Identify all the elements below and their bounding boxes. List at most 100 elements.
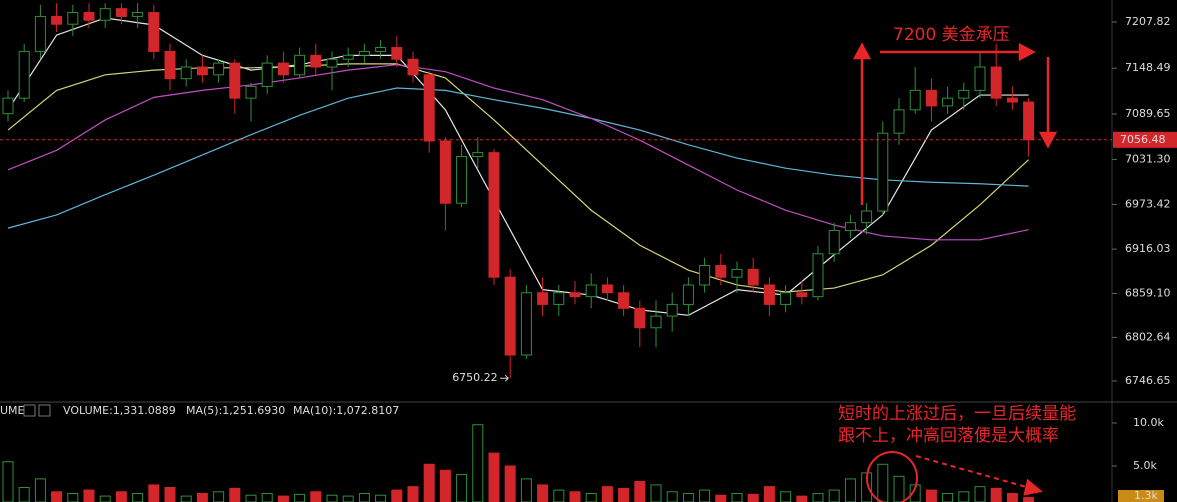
- candle-body: [67, 12, 79, 25]
- candle-body: [164, 50, 176, 80]
- candle-body: [391, 47, 403, 60]
- candle-body: [310, 54, 322, 68]
- candle-body: [780, 292, 792, 305]
- volume-bar: [407, 486, 419, 502]
- volume-bar: [520, 478, 532, 502]
- candle-body: [569, 292, 581, 298]
- candle-body: [715, 264, 727, 278]
- candle-body: [828, 229, 840, 255]
- volume-bar: [51, 491, 63, 502]
- candle-body: [861, 210, 873, 224]
- candle-body: [51, 15, 63, 25]
- low-label: 6750.22: [452, 371, 498, 384]
- candle-body: [553, 292, 565, 305]
- candle-body: [115, 8, 127, 17]
- volume-bar: [925, 489, 937, 502]
- volume-bar: [115, 491, 127, 502]
- candle-body: [261, 62, 273, 87]
- volume-bar: [877, 463, 889, 502]
- annotation-line: 跟不上，冲高回落便是大概率: [838, 426, 1059, 446]
- annotation-line: 短时的上涨过后，一旦后续量能: [838, 404, 1076, 424]
- volume-bar: [439, 469, 451, 502]
- volume-bar: [1023, 497, 1035, 502]
- volume-bar: [132, 493, 144, 502]
- candle-body: [731, 268, 743, 278]
- volume-bar: [277, 495, 289, 502]
- volume-bar: [585, 493, 597, 502]
- candle-body: [407, 58, 419, 76]
- y-tick-label: 5.0k: [1133, 459, 1157, 472]
- volume-bar: [375, 494, 387, 502]
- candle-body: [1006, 97, 1018, 103]
- candle-body: [504, 276, 516, 356]
- volume-bar: [391, 489, 403, 502]
- volume-bar: [650, 484, 662, 502]
- volume-bar: [2, 461, 14, 502]
- current-price-box: [1113, 131, 1177, 148]
- volume-bar: [747, 493, 759, 502]
- annotation-top: 7200 美金承压: [893, 25, 1010, 45]
- volume-bar: [83, 489, 95, 502]
- volume-bar: [326, 494, 338, 502]
- ma-line: [7, 63, 1030, 293]
- icon[interactable]: [23, 404, 36, 417]
- candle-body: [358, 50, 370, 56]
- annotation-arrows: [852, 42, 1058, 502]
- y-tick-label: 7148.49: [1125, 61, 1171, 74]
- volume-bar: [342, 495, 354, 502]
- volume-bar: [504, 465, 516, 502]
- volume-bar: [666, 491, 678, 502]
- candle-body: [2, 97, 14, 115]
- volume-bar: [699, 489, 711, 502]
- volume-bar: [893, 475, 905, 502]
- volume-bar: [715, 494, 727, 502]
- volume-bar: [358, 493, 370, 502]
- candle-body: [812, 253, 824, 298]
- volume-bar: [780, 491, 792, 502]
- candle-body: [472, 152, 484, 158]
- candle-body: [844, 222, 856, 231]
- candle-body: [747, 268, 759, 286]
- volume-bar: [974, 486, 986, 502]
- volume-bar: [99, 495, 111, 502]
- y-tick-label: 6859.10: [1125, 286, 1171, 299]
- low-arrow: [500, 374, 509, 382]
- ma-line: [7, 17, 1029, 316]
- candle-body: [180, 66, 192, 80]
- volume-bar: [763, 486, 775, 502]
- icon[interactable]: [38, 404, 51, 417]
- volume-bar: [67, 493, 79, 502]
- ma-line: [7, 87, 1029, 229]
- volume-bar: [812, 493, 824, 502]
- candle-body: [942, 97, 954, 107]
- volume-bar: [828, 489, 840, 502]
- volume-bar: [148, 484, 160, 502]
- volume-bar: [245, 494, 257, 502]
- candle-body: [34, 15, 46, 52]
- candle-body: [132, 12, 144, 17]
- candle-body: [326, 58, 338, 68]
- volume-bar: [569, 491, 581, 502]
- volume-bar: [196, 493, 208, 502]
- y-tick-label: 6746.65: [1125, 374, 1171, 387]
- volume-legend: VOLUME:1,331.0889: [63, 404, 176, 417]
- volume-bar: [634, 480, 646, 502]
- volume-bar: [553, 489, 565, 502]
- volume-bar: [1006, 493, 1018, 502]
- candle-body: [877, 132, 889, 212]
- candle-body: [650, 315, 662, 329]
- volume-bar: [294, 493, 306, 502]
- candle-body: [245, 85, 257, 99]
- candle-body: [196, 66, 208, 76]
- candle-body: [229, 62, 241, 99]
- candle-body: [699, 264, 711, 286]
- candle-body: [893, 109, 905, 134]
- candle-body: [634, 307, 646, 329]
- volume-bar: [180, 495, 192, 502]
- candle-body: [18, 50, 30, 99]
- candle-body: [342, 54, 354, 60]
- candle-body: [456, 156, 468, 204]
- volume-bar: [488, 452, 500, 502]
- candle-body: [925, 89, 937, 107]
- volume-legend: MA(5):1,251.6930: [186, 404, 285, 417]
